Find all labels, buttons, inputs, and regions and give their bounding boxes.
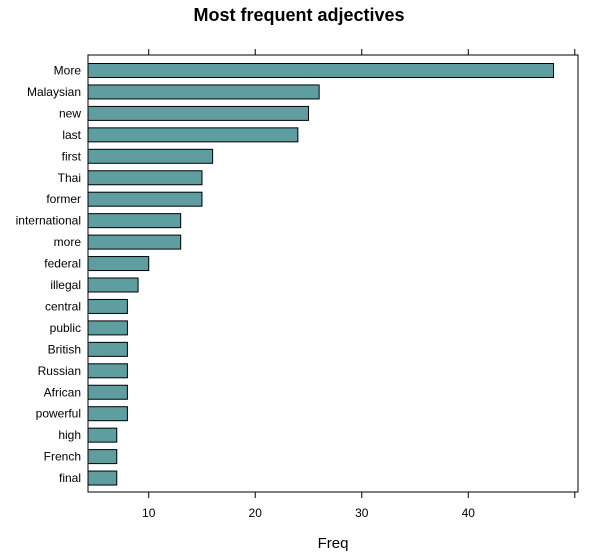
bar-7 <box>87 213 182 229</box>
category-labels: More Malaysian new last first Thai former inter… <box>16 64 82 486</box>
bar-9 <box>87 256 150 272</box>
category-label-12: public <box>50 321 81 335</box>
category-label-16: powerful <box>36 407 81 421</box>
category-label-18: French <box>44 450 81 464</box>
bar-14 <box>87 363 128 379</box>
plot-frame <box>87 54 579 493</box>
x-axis-ticks: 10 20 30 40 <box>142 49 576 520</box>
x-tick-label-0: 10 <box>142 506 156 520</box>
chart-title: Most frequent adjectives <box>193 5 404 25</box>
bar-19 <box>87 470 118 486</box>
category-label-10: illegal <box>50 278 81 292</box>
x-tick-label-2: 30 <box>355 506 369 520</box>
category-label-13: British <box>48 342 81 356</box>
category-label-6: former <box>46 192 81 206</box>
bar-4 <box>87 148 214 164</box>
bar-11 <box>87 298 128 314</box>
category-label-4: first <box>62 149 82 163</box>
bar-2 <box>87 105 309 121</box>
bar-8 <box>87 234 182 250</box>
category-label-11: central <box>45 299 81 313</box>
bar-18 <box>87 449 118 465</box>
bar-6 <box>87 191 203 207</box>
bar-3 <box>87 127 299 143</box>
bar-15 <box>87 384 128 400</box>
x-axis-label: Freq <box>318 535 349 552</box>
category-label-14: Russian <box>38 364 81 378</box>
x-tick-label-3: 40 <box>462 506 476 520</box>
bars <box>87 63 554 486</box>
plot-border <box>87 54 579 493</box>
bar-5 <box>87 170 203 186</box>
category-label-19: final <box>59 471 81 485</box>
category-label-0: More <box>54 64 82 78</box>
bar-1 <box>87 84 320 100</box>
bar-0 <box>87 63 554 78</box>
category-label-15: African <box>44 385 81 399</box>
bar-16 <box>87 406 128 422</box>
category-label-2: new <box>59 106 81 120</box>
bar-10 <box>87 277 139 293</box>
bar-12 <box>87 320 128 336</box>
category-label-9: federal <box>44 257 81 271</box>
x-tick-label-1: 20 <box>249 506 263 520</box>
category-label-7: international <box>16 214 81 228</box>
bar-17 <box>87 427 118 443</box>
bar-13 <box>87 341 128 357</box>
category-label-3: last <box>62 128 81 142</box>
category-label-17: high <box>58 428 81 442</box>
category-label-8: more <box>54 235 82 249</box>
category-label-1: Malaysian <box>27 85 81 99</box>
category-label-5: Thai <box>58 171 81 185</box>
